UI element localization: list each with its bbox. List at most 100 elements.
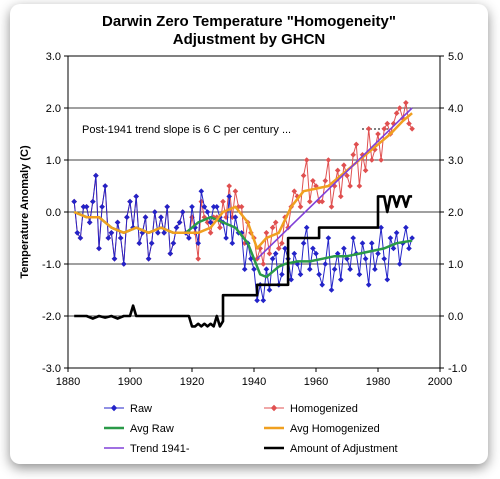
y-tick-label-right: 0.0 bbox=[448, 311, 463, 323]
point-raw bbox=[300, 240, 307, 246]
chart-title-line2: Adjustment by GHCN bbox=[173, 31, 326, 48]
point-raw bbox=[396, 261, 403, 267]
point-raw bbox=[102, 183, 108, 189]
point-homogenized bbox=[195, 256, 201, 262]
point-raw bbox=[251, 266, 257, 272]
point-raw bbox=[291, 250, 298, 257]
point-raw bbox=[105, 235, 112, 241]
point-raw bbox=[282, 245, 288, 252]
point-raw bbox=[238, 230, 245, 236]
y-tick-label-right: 5.0 bbox=[448, 51, 463, 63]
point-homogenized bbox=[319, 198, 325, 205]
chart-card: Darwin Zero Temperature "Homogeneity" Ad… bbox=[10, 4, 488, 464]
point-raw bbox=[288, 276, 294, 283]
x-tick-label: 1900 bbox=[118, 376, 142, 388]
point-raw bbox=[176, 219, 183, 226]
point-raw bbox=[241, 266, 248, 272]
point-raw bbox=[307, 266, 313, 272]
y-tick-label-left: -3.0 bbox=[42, 363, 61, 375]
point-raw bbox=[338, 276, 344, 283]
point-raw bbox=[127, 198, 133, 205]
point-raw bbox=[223, 235, 229, 241]
point-raw bbox=[142, 214, 149, 220]
point-raw bbox=[111, 256, 118, 262]
point-homogenized bbox=[384, 120, 391, 127]
point-raw bbox=[195, 240, 201, 246]
point-raw bbox=[269, 256, 276, 262]
point-homogenized bbox=[375, 131, 381, 137]
point-homogenized bbox=[263, 230, 270, 236]
point-homogenized bbox=[217, 224, 223, 231]
point-homogenized bbox=[378, 157, 384, 163]
point-homogenized bbox=[344, 172, 350, 179]
point-homogenized bbox=[381, 126, 387, 132]
point-raw bbox=[229, 240, 236, 246]
chart-title-line1: Darwin Zero Temperature "Homogeneity" bbox=[102, 13, 396, 30]
point-homogenized bbox=[223, 214, 229, 220]
point-homogenized bbox=[303, 157, 310, 163]
point-raw bbox=[71, 198, 77, 205]
point-raw bbox=[93, 172, 99, 179]
point-homogenized bbox=[334, 167, 341, 174]
point-homogenized bbox=[372, 146, 378, 153]
point-raw bbox=[161, 230, 167, 236]
point-homogenized bbox=[232, 188, 239, 194]
point-raw bbox=[214, 204, 220, 210]
point-homogenized bbox=[347, 183, 353, 189]
legend-label-homogenized: Homogenized bbox=[290, 403, 358, 415]
point-homogenized bbox=[291, 188, 298, 194]
point-raw bbox=[155, 230, 161, 236]
point-raw bbox=[406, 245, 412, 252]
point-raw bbox=[254, 297, 260, 304]
point-homogenized bbox=[297, 204, 304, 210]
point-raw bbox=[325, 235, 332, 241]
point-raw bbox=[158, 214, 164, 220]
point-raw bbox=[124, 214, 130, 220]
point-raw bbox=[226, 193, 232, 200]
point-raw bbox=[310, 245, 316, 252]
point-raw bbox=[167, 250, 174, 257]
point-raw bbox=[322, 261, 329, 267]
point-raw bbox=[350, 235, 356, 241]
point-homogenized bbox=[226, 183, 232, 189]
legend-swatch-homogenized-marker bbox=[270, 404, 278, 412]
y-tick-label-left: -1.0 bbox=[42, 259, 61, 271]
point-raw bbox=[331, 266, 338, 272]
point-homogenized bbox=[229, 214, 236, 220]
point-raw bbox=[328, 287, 335, 293]
point-raw bbox=[108, 230, 115, 236]
y-tick-label-left: 3.0 bbox=[46, 51, 61, 63]
y-tick-label-left: 2.0 bbox=[46, 103, 61, 115]
point-homogenized bbox=[279, 240, 285, 246]
point-homogenized bbox=[369, 157, 375, 163]
point-raw bbox=[272, 250, 279, 257]
point-raw bbox=[303, 224, 310, 231]
point-raw bbox=[99, 204, 105, 210]
point-homogenized bbox=[362, 167, 369, 174]
x-tick-label: 1980 bbox=[366, 376, 390, 388]
legend-label-raw: Raw bbox=[130, 403, 152, 415]
point-homogenized bbox=[409, 126, 415, 132]
series-line-amount-of-adjustment bbox=[74, 195, 413, 328]
point-raw bbox=[201, 204, 208, 210]
point-homogenized bbox=[325, 157, 332, 163]
point-homogenized bbox=[328, 204, 335, 210]
point-homogenized bbox=[207, 230, 214, 236]
point-raw bbox=[173, 224, 180, 231]
point-raw bbox=[297, 271, 304, 278]
point-homogenized bbox=[353, 141, 360, 148]
point-homogenized bbox=[356, 183, 363, 189]
point-raw bbox=[387, 235, 394, 241]
point-raw bbox=[393, 230, 400, 236]
legend-label-adjustment: Amount of Adjustment bbox=[290, 443, 398, 455]
point-raw bbox=[266, 287, 273, 293]
y-tick-label-right: 3.0 bbox=[448, 155, 463, 167]
point-raw bbox=[133, 193, 139, 200]
point-raw bbox=[90, 198, 96, 205]
point-homogenized bbox=[400, 115, 406, 122]
point-homogenized bbox=[198, 198, 205, 205]
point-raw bbox=[248, 256, 254, 262]
point-raw bbox=[86, 219, 93, 226]
point-homogenized bbox=[272, 219, 279, 226]
point-homogenized bbox=[276, 245, 282, 252]
